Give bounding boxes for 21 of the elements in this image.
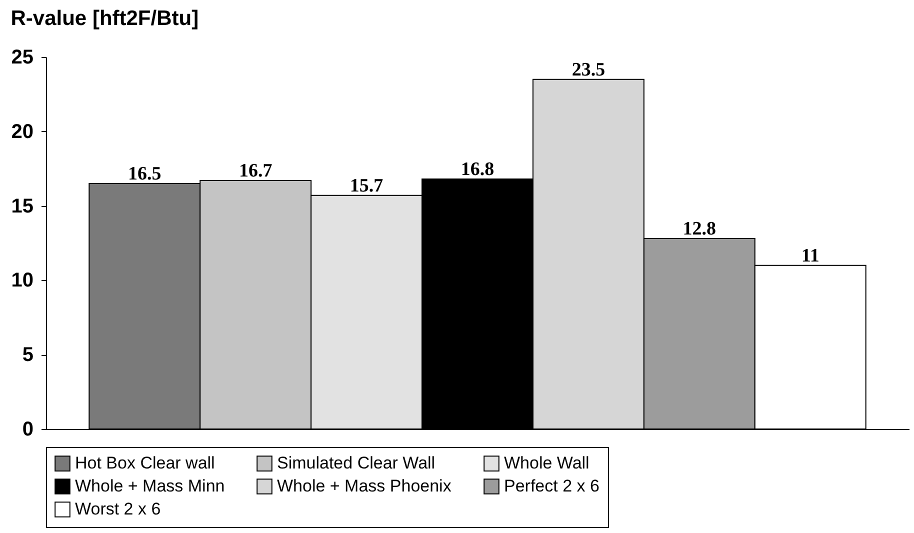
data-label: 12.8 <box>682 218 716 240</box>
legend-label: Hot Box Clear wall <box>75 454 215 473</box>
legend-label: Whole + Mass Minn <box>75 476 225 496</box>
y-tick-label: 5 <box>22 344 34 366</box>
y-tick-label: 15 <box>11 195 34 218</box>
data-label: 11 <box>801 245 820 266</box>
chart-title: R-value [hft2F/Btu] <box>10 7 199 30</box>
legend-label: Worst 2 x 6 <box>75 500 161 518</box>
legend-label: Whole + Mass Phoenix <box>277 476 452 496</box>
legend-label: Simulated Clear Wall <box>277 454 436 473</box>
data-label: 23.5 <box>572 59 606 80</box>
data-label: 16.5 <box>128 163 162 184</box>
y-tick-label: 0 <box>22 418 34 440</box>
y-tick-label: 25 <box>11 46 34 68</box>
data-label: 15.7 <box>350 175 384 196</box>
y-tick-label: 10 <box>11 270 34 292</box>
data-label: 16.8 <box>460 159 494 180</box>
legend-label: Perfect 2 x 6 <box>504 476 600 496</box>
legend-label: Whole Wall <box>504 454 590 473</box>
data-label: 16.7 <box>238 160 273 182</box>
y-tick-label: 20 <box>11 120 34 143</box>
